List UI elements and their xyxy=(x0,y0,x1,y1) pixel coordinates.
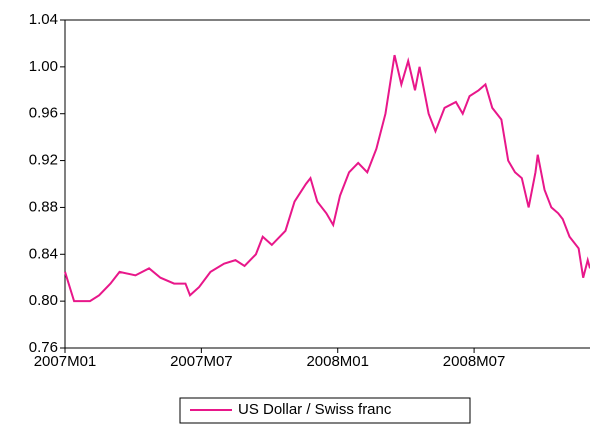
x-tick-label: 2007M07 xyxy=(170,353,233,370)
line xyxy=(64,54,590,303)
y-tick-label: 1.04 xyxy=(29,11,58,28)
y-tick-label: 0.76 xyxy=(29,339,58,356)
y-tick-label: 0.96 xyxy=(29,105,58,122)
y-tick-label: 1.00 xyxy=(29,58,58,75)
y-tick-label: 0.84 xyxy=(29,245,58,262)
y-tick-label: 0.92 xyxy=(29,152,58,169)
x-tick-label: 2007M01 xyxy=(34,353,97,370)
y-tick-label: 0.88 xyxy=(29,198,58,215)
y-tick-label: 0.80 xyxy=(29,292,58,309)
legend-label: US Dollar / Swiss franc xyxy=(238,401,392,418)
x-tick-label: 2008M07 xyxy=(443,353,506,370)
x-tick-label: 2008M01 xyxy=(306,353,369,370)
